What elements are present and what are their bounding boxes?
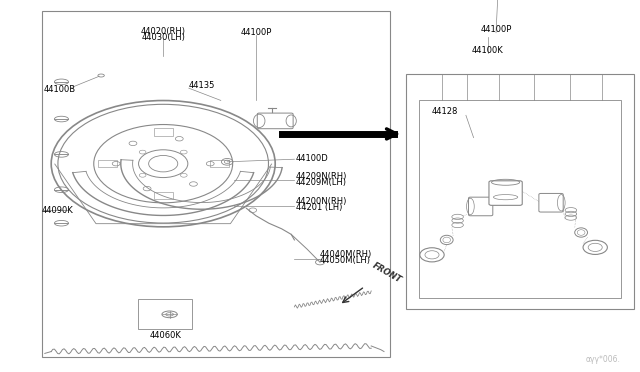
Text: αγγ*006.: αγγ*006. bbox=[586, 355, 621, 364]
Text: 44100P: 44100P bbox=[240, 28, 272, 37]
Text: 44100D: 44100D bbox=[296, 154, 328, 163]
Bar bbox=[210, 160, 229, 167]
Text: 44020(RH): 44020(RH) bbox=[141, 27, 186, 36]
Text: 44040M(RH): 44040M(RH) bbox=[320, 250, 372, 259]
Text: 44209N(RH): 44209N(RH) bbox=[296, 172, 347, 181]
Text: 44030(LH): 44030(LH) bbox=[141, 33, 185, 42]
Bar bbox=[138, 299, 192, 329]
Text: FRONT: FRONT bbox=[371, 261, 404, 285]
FancyBboxPatch shape bbox=[539, 193, 563, 212]
Text: 44050M(LH): 44050M(LH) bbox=[320, 256, 371, 265]
Text: 44060K: 44060K bbox=[149, 331, 181, 340]
FancyBboxPatch shape bbox=[257, 113, 293, 129]
Text: 44200N(RH): 44200N(RH) bbox=[296, 198, 347, 206]
Text: 44128: 44128 bbox=[431, 107, 458, 116]
Text: 44100B: 44100B bbox=[44, 85, 76, 94]
FancyBboxPatch shape bbox=[468, 197, 493, 216]
Text: 44100P: 44100P bbox=[480, 25, 512, 33]
Text: 44201 (LH): 44201 (LH) bbox=[296, 203, 342, 212]
Bar bbox=[42, 11, 390, 357]
Text: 44090K: 44090K bbox=[42, 206, 74, 215]
Bar bbox=[154, 128, 173, 136]
Bar bbox=[406, 74, 634, 309]
Bar bbox=[154, 192, 173, 199]
Bar bbox=[419, 100, 621, 298]
Bar bbox=[98, 160, 117, 167]
Text: 44209M(LH): 44209M(LH) bbox=[296, 178, 347, 187]
FancyBboxPatch shape bbox=[489, 181, 522, 205]
Text: 44135: 44135 bbox=[189, 81, 215, 90]
Text: 44100K: 44100K bbox=[472, 46, 504, 55]
